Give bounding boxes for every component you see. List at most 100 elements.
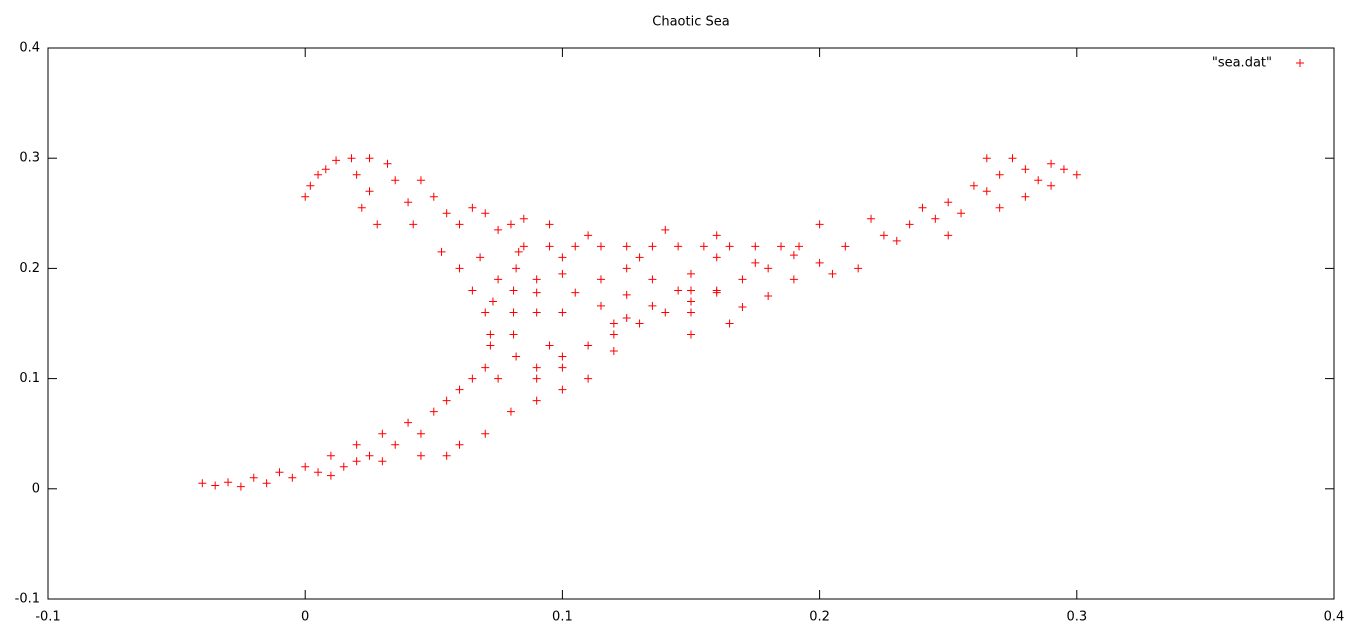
chart-title: Chaotic Sea — [652, 15, 729, 30]
point — [512, 264, 521, 273]
point — [391, 440, 400, 449]
point — [455, 220, 464, 229]
point — [509, 286, 518, 295]
point — [288, 473, 297, 482]
point — [738, 275, 747, 284]
point — [661, 308, 670, 317]
point — [373, 220, 382, 229]
point — [545, 341, 554, 350]
point — [378, 457, 387, 466]
point — [944, 231, 953, 240]
point — [738, 302, 747, 311]
point — [635, 253, 644, 262]
point — [468, 203, 477, 212]
point — [532, 396, 541, 405]
point — [841, 242, 850, 251]
point — [442, 451, 451, 460]
point — [622, 290, 631, 299]
point — [262, 479, 271, 488]
point — [506, 220, 515, 229]
point — [789, 251, 798, 260]
point — [584, 374, 593, 383]
point — [674, 286, 683, 295]
point — [416, 451, 425, 460]
point — [622, 242, 631, 251]
point — [532, 308, 541, 317]
y-tick-label: 0.4 — [19, 41, 40, 56]
point — [867, 214, 876, 223]
point — [622, 264, 631, 273]
point — [486, 341, 495, 350]
point — [879, 231, 888, 240]
point — [509, 308, 518, 317]
point — [383, 159, 392, 168]
point — [558, 363, 567, 372]
point — [468, 286, 477, 295]
point — [488, 297, 497, 306]
x-tick-label: 0.2 — [809, 610, 830, 625]
point — [519, 242, 528, 251]
point — [982, 187, 991, 196]
point — [596, 275, 605, 284]
point — [365, 451, 374, 460]
point — [365, 187, 374, 196]
point — [314, 170, 323, 179]
point — [571, 288, 580, 297]
point — [725, 319, 734, 328]
point — [512, 352, 521, 361]
y-tick-label: 0.1 — [19, 371, 40, 386]
point — [854, 264, 863, 273]
point — [347, 154, 356, 163]
point — [455, 385, 464, 394]
point — [1034, 176, 1043, 185]
point — [751, 258, 760, 267]
point — [416, 429, 425, 438]
point — [558, 269, 567, 278]
point — [648, 301, 657, 310]
point — [635, 319, 644, 328]
point — [918, 203, 927, 212]
point — [558, 253, 567, 262]
point — [648, 275, 657, 284]
point — [429, 192, 438, 201]
point — [795, 242, 804, 251]
point — [494, 225, 503, 234]
point — [609, 319, 618, 328]
point — [314, 468, 323, 477]
point — [622, 313, 631, 322]
point — [764, 264, 773, 273]
point — [486, 330, 495, 339]
point — [584, 341, 593, 350]
plot-border — [47, 47, 1335, 600]
point — [558, 308, 567, 317]
point — [352, 170, 361, 179]
point — [982, 154, 991, 163]
point — [828, 269, 837, 278]
point — [969, 181, 978, 190]
point — [476, 253, 485, 262]
point — [1008, 154, 1017, 163]
point — [301, 192, 310, 201]
y-tick-label: 0.2 — [19, 261, 40, 276]
point — [506, 407, 515, 416]
point — [198, 479, 207, 488]
legend-label: "sea.dat" — [1212, 56, 1272, 71]
x-tick-label: 0.4 — [1324, 610, 1345, 625]
point — [1021, 165, 1030, 174]
x-tick-label: 0.3 — [1066, 610, 1087, 625]
point — [416, 176, 425, 185]
point — [699, 242, 708, 251]
point — [712, 253, 721, 262]
point — [687, 330, 695, 339]
point — [532, 275, 541, 284]
point — [725, 242, 734, 251]
point — [687, 308, 695, 317]
point — [815, 220, 824, 229]
point — [378, 429, 387, 438]
point — [687, 286, 695, 295]
point — [687, 269, 695, 278]
point — [494, 275, 503, 284]
point — [584, 231, 593, 240]
